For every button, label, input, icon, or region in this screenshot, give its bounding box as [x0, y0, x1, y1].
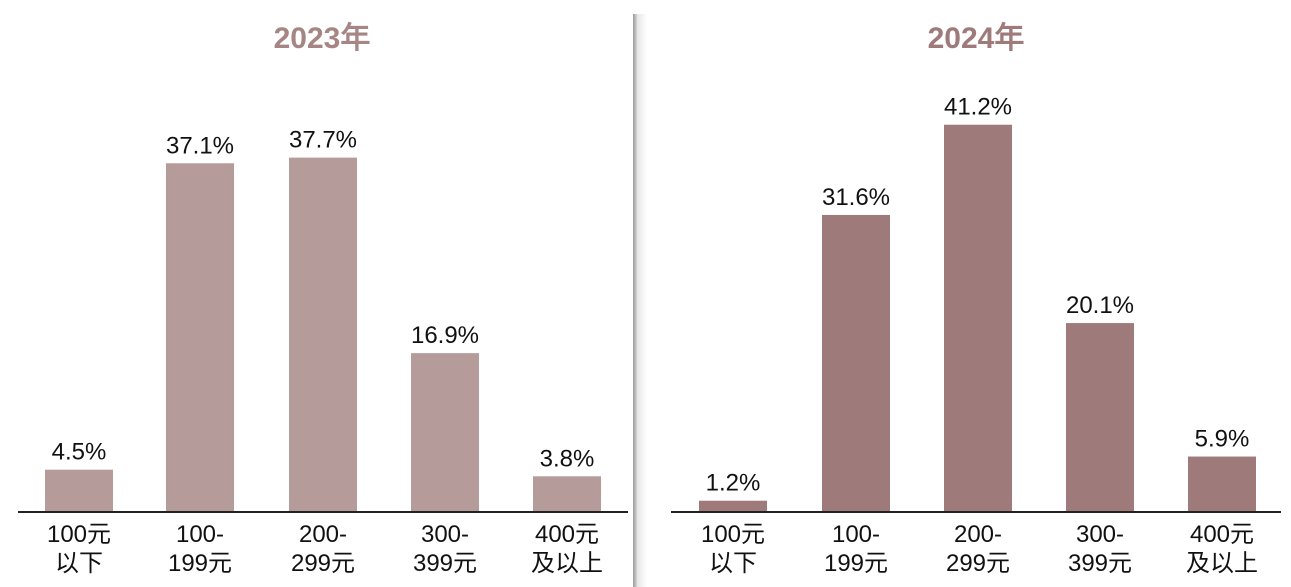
chart-2023-tick-label-3: 200-299元: [291, 521, 355, 577]
chart-2024-bar-1: [699, 500, 767, 512]
chart-2023-bar-5: [533, 476, 601, 512]
chart-2024-tick-label-3-line-2: 299元: [946, 550, 1010, 577]
chart-2024-tick-label-4: 300-399元: [1068, 521, 1132, 577]
chart-2023-tick-label-4-line-1: 300-: [421, 521, 469, 548]
chart-2023-title: 2023年: [274, 22, 371, 55]
chart-2023-tick-label-5-line-2: 及以上: [531, 550, 603, 577]
chart-2024-bar-2: [822, 214, 890, 512]
chart-2023-tick-label-2-line-2: 199元: [168, 550, 232, 577]
chart-2024-tick-label-5-line-2: 及以上: [1186, 550, 1258, 577]
chart-2024-title: 2024年: [928, 22, 1025, 55]
chart-2023-tick-label-5-line-1: 400元: [535, 521, 599, 548]
chart-2023-tick-label-4: 300-399元: [413, 521, 477, 577]
chart-2024-tick-label-3: 200-299元: [946, 521, 1010, 577]
chart-2023-bar-2: [166, 163, 234, 512]
chart-2024-tick-label-2: 100-199元: [824, 521, 888, 577]
chart-2023-value-label-1: 4.5%: [52, 439, 107, 466]
chart-2024-tick-label-5-line-1: 400元: [1190, 521, 1254, 548]
chart-2024-tick-label-5: 400元及以上: [1186, 521, 1258, 577]
chart-2024-bar-5: [1188, 456, 1256, 512]
chart-2024-tick-label-4-line-2: 399元: [1068, 550, 1132, 577]
chart-2023-tick-label-5: 400元及以上: [531, 521, 603, 577]
chart-2023-tick-label-1-line-1: 100元: [47, 521, 111, 548]
panel-divider-shadow: [637, 14, 647, 587]
panel-divider: [633, 14, 637, 587]
chart-2024-bar-3: [944, 124, 1012, 512]
chart-2024-bar-4: [1066, 323, 1134, 512]
chart-2024-tick-label-4-line-1: 300-: [1076, 521, 1124, 548]
chart-2024-tick-label-1-line-2: 以下: [709, 550, 757, 577]
chart-2024-value-label-1: 1.2%: [706, 470, 761, 497]
chart-2023-tick-label-3-line-1: 200-: [299, 521, 347, 548]
chart-2024-value-label-2: 31.6%: [822, 184, 890, 211]
chart-2023-tick-label-4-line-2: 399元: [413, 550, 477, 577]
chart-2023-bar-1: [45, 469, 113, 512]
chart-2024-tick-label-3-line-1: 200-: [954, 521, 1002, 548]
chart-2023-tick-label-2: 100-199元: [168, 521, 232, 577]
chart-2023-value-label-4: 16.9%: [411, 322, 479, 349]
chart-2023-tick-label-1-line-2: 以下: [55, 550, 103, 577]
chart-2024-value-label-5: 5.9%: [1195, 426, 1250, 453]
chart-2024-value-label-4: 20.1%: [1066, 292, 1134, 319]
chart-2023-tick-label-1: 100元以下: [47, 521, 111, 577]
chart-2023-bar-3: [289, 157, 357, 512]
chart-2024-tick-label-1: 100元以下: [701, 521, 765, 577]
chart-2024-tick-label-2-line-2: 199元: [824, 550, 888, 577]
chart-2023-value-label-2: 37.1%: [166, 132, 234, 159]
chart-2024-value-label-3: 41.2%: [944, 94, 1012, 121]
chart-2024-tick-label-1-line-1: 100元: [701, 521, 765, 548]
chart-2023-bar-4: [411, 353, 479, 512]
chart-2024-tick-label-2-line-1: 100-: [832, 521, 880, 548]
chart-2023-tick-label-3-line-2: 299元: [291, 550, 355, 577]
chart-2024: 2024年 1.2% 100元以下 31.6% 100-199元 41.2% 200-299…: [671, 22, 1281, 577]
chart-2023: 2023年 4.5% 100元以下 37.1% 100-199元 37.7% 200-299…: [18, 22, 628, 577]
chart-2023-value-label-5: 3.8%: [540, 445, 595, 472]
chart-2023-value-label-3: 37.7%: [289, 127, 357, 154]
chart-2023-tick-label-2-line-1: 100-: [176, 521, 224, 548]
